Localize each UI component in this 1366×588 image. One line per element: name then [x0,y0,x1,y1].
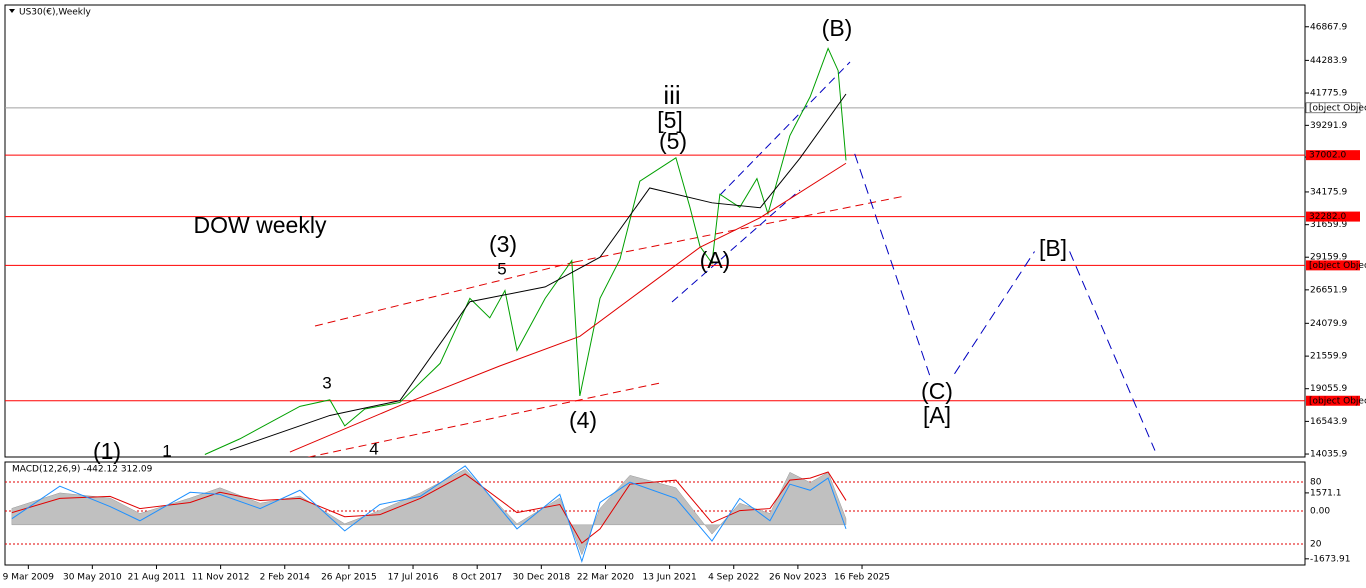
price-level-box [1306,211,1360,222]
main-plot [5,47,1305,457]
channel-line [671,189,801,303]
series-line [11,471,847,544]
wave-label: 3 [322,373,331,392]
price-level-box [1306,260,1360,271]
wave-label: 4 [369,439,378,458]
x-tick-label: 16 Feb 2025 [834,573,890,583]
y-tick-label: 19055.9 [1310,384,1347,394]
y-tick-label: 44283.9 [1310,56,1347,66]
y-tick-label: 24079.9 [1310,319,1347,329]
y-tick-label: 39291.9 [1310,121,1347,131]
trend-line [314,261,576,327]
macd-plot [5,465,1305,564]
y-tick-label: 29159.9 [1310,253,1347,263]
macd-level-label: 20 [1310,540,1322,550]
y-tick-label: 34175.9 [1310,187,1347,197]
macd-title: MACD(12,26,9) -442.12 312.09 [12,465,153,475]
wave-label: [5] [657,107,683,133]
wave-label: (5) [659,128,687,154]
x-tick-label: 4 Sep 2022 [708,573,759,583]
x-tick-label: 30 Dec 2018 [513,573,571,583]
wave-label: iii [663,80,680,110]
x-tick-label: 21 Aug 2011 [128,573,186,583]
series-line [854,153,931,376]
macd-level-label: 80 [1310,478,1322,488]
y-tick-label: 14035.9 [1310,450,1347,460]
x-tick-label: 11 Nov 2012 [192,573,250,583]
y-tick-label: -1673.91 [1310,554,1350,564]
price-level-box [1306,150,1360,161]
wave-label: (B) [822,15,853,41]
price-level-box [1305,102,1361,114]
x-tick-label: 26 Nov 2023 [769,573,827,583]
x-tick-label: 8 Oct 2017 [452,573,502,583]
wave-label: (A) [700,247,731,273]
macd-level-label: 0.00 [1310,507,1330,517]
menu-arrow[interactable] [9,9,15,13]
y-tick-label: 1571.1 [1310,488,1342,498]
price-level-label: [object Object] [1309,261,1366,271]
price-level-label: 37002.0 [1309,151,1346,161]
price-level-label: [object Object] [1309,103,1366,113]
wave-label: (4) [569,407,597,433]
x-tick-label: 9 Mar 2009 [3,573,55,583]
main-panel [4,4,1306,458]
series-line [229,93,847,451]
trend-line [306,382,661,457]
y-tick-label: 31659.9 [1310,220,1347,230]
series-line [954,251,1035,375]
price-level-label: [object Object] [1309,396,1366,406]
price-level-label: 32282.0 [1309,212,1346,222]
x-tick-label: 26 Apr 2015 [321,573,377,583]
series-line [1069,251,1156,451]
price-level-box [1306,395,1360,406]
y-tick-label: 21559.9 [1310,352,1347,362]
chart-note: DOW weekly [194,212,327,238]
symbol-header: US30(€),Weekly [19,8,92,18]
wave-label: (1) [93,438,121,464]
x-tick-label: 22 Mar 2020 [577,573,634,583]
wave-label: (3) [489,231,517,257]
wave-label: [A] [923,402,951,428]
wave-label: 5 [497,259,506,278]
wave-label: (C) [921,378,953,404]
y-tick-label: 41775.9 [1310,89,1347,99]
wave-label: 1 [162,441,171,460]
channel-line [719,61,851,196]
wave-label: [B] [1039,235,1067,261]
wave-labels: (1) 1 3 4 5 (3) (4) iii [5] (5) (A) (B) … [93,15,1067,464]
x-tick-label: 30 May 2010 [63,573,122,583]
x-tick-label: 2 Feb 2014 [260,573,311,583]
series-line [289,162,847,453]
x-tick-label: 13 Jun 2021 [643,573,697,583]
y-tick-label: 26651.9 [1310,285,1347,295]
series-line [204,47,847,455]
series-line [11,465,847,564]
y-tick-label: 16543.9 [1310,417,1347,427]
trend-line [574,195,906,263]
y-tick-label: 46867.9 [1310,22,1347,32]
x-tick-label: 17 Jul 2016 [388,573,439,583]
